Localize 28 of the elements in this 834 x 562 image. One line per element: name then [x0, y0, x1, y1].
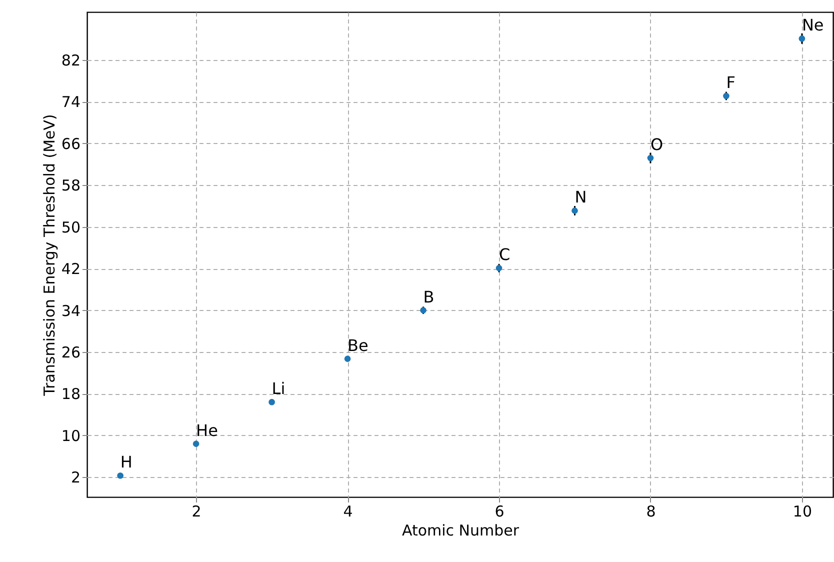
y-tick-label: 50 — [61, 218, 80, 236]
annotation: O — [650, 135, 664, 154]
annotation: F — [726, 72, 736, 92]
annotation: Be — [348, 336, 368, 355]
x-tick-label: 8 — [646, 502, 656, 520]
x-tick-label: 2 — [192, 502, 202, 520]
x-tick-label: 6 — [494, 502, 504, 520]
annotation: Li — [272, 379, 286, 398]
annotation: C — [499, 245, 510, 264]
y-tick-label: 18 — [61, 385, 80, 404]
y-tick-label: 66 — [61, 134, 80, 153]
y-tick-label: 58 — [61, 176, 80, 195]
y-axis-title: Transmission Energy Threshold (MeV) — [40, 114, 58, 397]
annotation: He — [196, 420, 218, 440]
x-axis-title: Atomic Number — [402, 522, 520, 540]
y-tick-label: 10 — [61, 426, 80, 445]
annotation: Ne — [802, 16, 824, 35]
annotation: H — [120, 452, 132, 472]
annotation: N — [574, 188, 587, 207]
y-tick-label: 26 — [61, 344, 80, 362]
x-tick-label: 4 — [343, 502, 353, 520]
y-tick-label: 82 — [61, 51, 80, 70]
annotation: B — [423, 287, 434, 306]
y-tick-label: 42 — [61, 260, 80, 278]
y-tick-label: 34 — [61, 302, 80, 320]
y-tick-label: 2 — [70, 468, 80, 487]
y-tick-label: 74 — [61, 93, 80, 112]
x-tick-label: 10 — [792, 502, 812, 520]
